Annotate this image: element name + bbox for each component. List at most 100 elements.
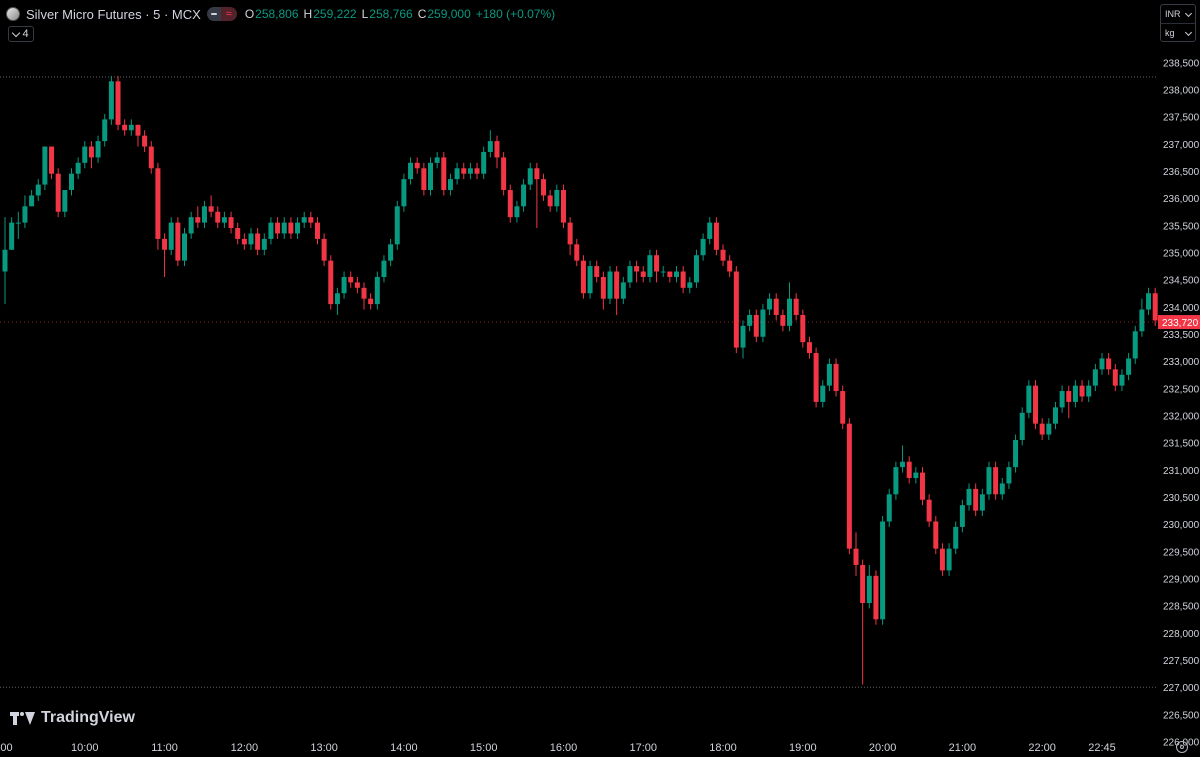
time-tick-label: 22:45 <box>1088 742 1116 754</box>
candle <box>733 266 739 354</box>
candle-body <box>75 162 81 174</box>
candle-body <box>168 222 174 250</box>
candle <box>860 559 866 685</box>
unit-selector[interactable]: INR kg <box>1160 4 1196 42</box>
candle-body <box>42 146 48 185</box>
candle-body <box>9 222 15 250</box>
candle <box>235 222 241 245</box>
candle-body <box>1146 293 1152 310</box>
candle <box>201 200 207 229</box>
candle-body <box>567 222 573 245</box>
candle <box>1019 407 1025 446</box>
price-tick-label: 238,000 <box>1163 85 1200 96</box>
candle <box>15 211 21 239</box>
last-price-badge <box>1158 315 1200 330</box>
price-tick-label: 233,000 <box>1163 357 1200 368</box>
candle-body <box>1152 293 1158 321</box>
collapse-indicators-button[interactable]: 4 <box>8 26 34 42</box>
candle <box>341 271 347 299</box>
candle-body <box>833 363 839 392</box>
symbol-title[interactable]: Silver Micro Futures · 5 · MCX <box>26 6 201 22</box>
candle-body <box>1059 391 1065 408</box>
last-price-label: 233,720 <box>1162 318 1199 329</box>
unit-label: kg <box>1165 28 1175 38</box>
candle-body <box>607 271 613 299</box>
candle-body <box>142 135 148 147</box>
candle-body <box>467 168 473 174</box>
unit-row-selector[interactable]: kg <box>1161 23 1195 42</box>
time-tick-label: 19:00 <box>789 742 817 754</box>
candle-body <box>760 309 766 337</box>
candle-body <box>447 179 453 191</box>
candle <box>680 266 686 294</box>
candle <box>740 320 746 359</box>
candle-body <box>22 206 28 223</box>
candle-body <box>547 195 553 207</box>
candle <box>800 309 806 348</box>
price-tick-label: 231,500 <box>1163 439 1200 450</box>
candle <box>401 173 407 212</box>
candle-body <box>820 385 826 402</box>
candle-body <box>368 298 374 305</box>
low-value: 258,766 <box>369 7 413 21</box>
candle <box>62 190 68 218</box>
price-tick-label: 228,000 <box>1163 629 1200 640</box>
close-value: 259,000 <box>427 7 471 21</box>
candle <box>55 168 61 218</box>
candle-body <box>1013 439 1019 468</box>
candle-body <box>1132 331 1138 359</box>
candle <box>1006 461 1012 489</box>
tradingview-logo[interactable]: TradingView <box>10 709 135 727</box>
candle-body <box>713 222 719 250</box>
price-tick-label: 238,500 <box>1163 58 1200 69</box>
price-tick-label: 237,000 <box>1163 140 1200 151</box>
candle <box>919 467 925 506</box>
candle-body <box>554 190 560 207</box>
candle-body <box>673 271 679 277</box>
candle <box>108 75 114 125</box>
candle <box>953 521 959 555</box>
settings-gear-icon[interactable] <box>1176 741 1188 753</box>
candle <box>155 162 161 250</box>
approx-icon[interactable]: ≈ <box>220 7 237 21</box>
candle <box>541 173 547 201</box>
candle-body <box>1072 385 1078 402</box>
indicator-count: 4 <box>22 28 29 40</box>
tradingview-logo-icon <box>10 711 35 725</box>
candle-body <box>946 548 952 571</box>
candle-body <box>939 548 945 571</box>
candle <box>135 124 141 147</box>
candle <box>68 168 74 196</box>
candle-body <box>953 526 959 549</box>
candle <box>780 309 786 332</box>
candle <box>501 151 507 196</box>
logo-text: TradingView <box>41 709 135 726</box>
candle <box>787 282 793 332</box>
candle-body <box>733 271 739 348</box>
price-tick-label: 229,500 <box>1163 547 1200 558</box>
candle <box>720 244 726 267</box>
currency-selector[interactable]: INR <box>1161 5 1195 23</box>
candle-body <box>68 173 74 191</box>
candle-body <box>614 271 620 299</box>
candle <box>939 543 945 576</box>
time-tick-label: 22:00 <box>1028 742 1056 754</box>
candle <box>660 266 666 277</box>
candle <box>1119 369 1125 392</box>
candle-body <box>348 276 354 283</box>
candle-body <box>228 217 234 229</box>
candle <box>773 293 779 321</box>
candle-body <box>62 190 68 212</box>
candle-body <box>328 260 334 305</box>
candle <box>926 494 932 527</box>
candle <box>873 570 879 625</box>
candle <box>354 276 360 294</box>
chevron-down-icon <box>12 28 21 37</box>
minus-icon[interactable] <box>206 7 221 21</box>
candle-body <box>1139 309 1145 332</box>
candle <box>295 217 301 239</box>
status-badges[interactable]: ≈ <box>206 7 237 21</box>
candle <box>634 260 640 283</box>
candle-body <box>800 314 806 343</box>
